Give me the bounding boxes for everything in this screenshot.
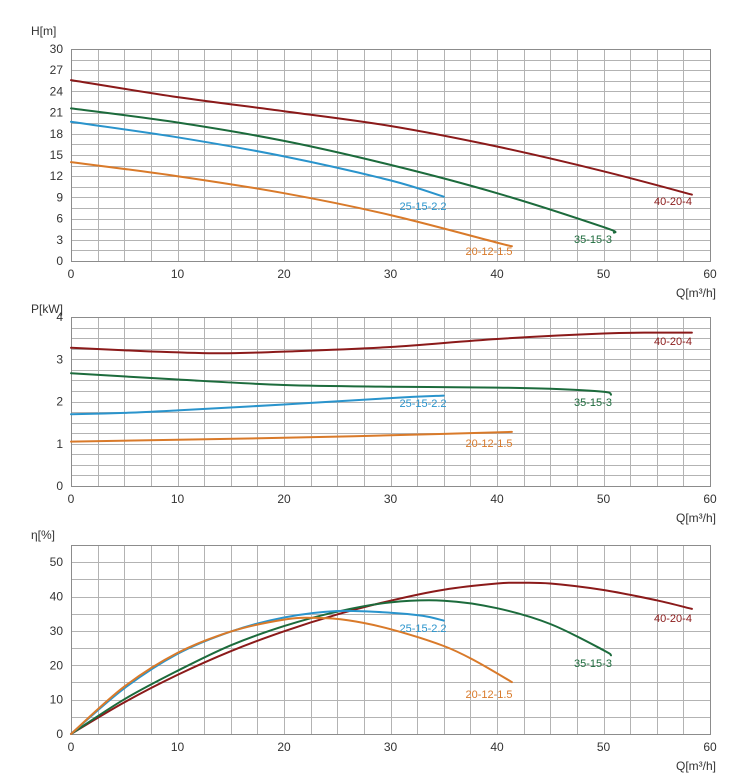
y-tick-label: 21	[50, 106, 64, 120]
y-axis-label: η[%]	[31, 528, 55, 542]
series-line-40-20-4	[70, 331, 693, 355]
y-tick-label: 20	[50, 658, 64, 672]
x-tick-label: 50	[597, 267, 611, 281]
x-tick-label: 40	[490, 492, 504, 506]
series-line-20-12-1.5	[70, 430, 513, 443]
series-line-20-12-1.5	[70, 616, 513, 735]
series-label-35-15-3: 35-15-3	[574, 397, 612, 409]
x-tick-label: 60	[703, 267, 717, 281]
x-tick-label: 30	[384, 492, 398, 506]
x-tick-label: 10	[171, 267, 185, 281]
series-label-20-12-1.5: 20-12-1.5	[465, 246, 512, 258]
x-tick-label: 10	[171, 492, 185, 506]
series-label-40-20-4: 40-20-4	[654, 613, 692, 625]
x-tick-label: 60	[703, 492, 717, 506]
x-axis-label: Q[m³/h]	[676, 286, 716, 300]
series-label-40-20-4: 40-20-4	[654, 336, 692, 348]
y-tick-label: 3	[56, 233, 63, 247]
series-label-25-15-2.2: 25-15-2.2	[399, 201, 446, 213]
x-tick-label: 50	[597, 740, 611, 754]
y-tick-label: 50	[50, 555, 64, 569]
x-tick-label: 50	[597, 492, 611, 506]
y-tick-label: 27	[50, 63, 64, 77]
series-line-25-15-2.2	[70, 120, 445, 198]
series-line-35-15-3	[70, 599, 612, 735]
x-axis-label: Q[m³/h]	[676, 511, 716, 525]
y-tick-label: 30	[50, 624, 64, 638]
y-tick-label: 9	[56, 190, 63, 204]
plot-frame	[71, 49, 711, 262]
y-tick-label: 4	[56, 310, 63, 324]
series-label-20-12-1.5: 20-12-1.5	[465, 689, 512, 701]
x-axis-label: Q[m³/h]	[676, 759, 716, 773]
x-tick-label: 30	[384, 267, 398, 281]
x-tick-label: 40	[490, 740, 504, 754]
series-label-20-12-1.5: 20-12-1.5	[465, 438, 512, 450]
y-axis-label: H[m]	[31, 24, 56, 38]
plot-frame	[71, 545, 711, 735]
y-tick-label: 6	[56, 212, 63, 226]
series-label-35-15-3: 35-15-3	[574, 234, 612, 246]
y-tick-label: 0	[56, 254, 63, 268]
series-label-25-15-2.2: 25-15-2.2	[399, 398, 446, 410]
y-tick-label: 15	[50, 148, 64, 162]
y-tick-label: 24	[50, 84, 64, 98]
y-tick-label: 1	[56, 437, 63, 451]
x-tick-label: 10	[171, 740, 185, 754]
x-tick-label: 0	[68, 740, 75, 754]
series-line-20-12-1.5	[70, 161, 513, 248]
y-tick-label: 2	[56, 395, 63, 409]
x-tick-label: 0	[68, 267, 75, 281]
plot-frame	[71, 317, 711, 487]
y-tick-label: 10	[50, 693, 64, 707]
series-line-35-15-3	[70, 107, 617, 234]
series-line-25-15-2.2	[70, 609, 445, 735]
x-tick-label: 60	[703, 740, 717, 754]
y-tick-label: 3	[56, 352, 63, 366]
chart-panel-1: 0 3 6 9 12 15 18 21 24 27 30 0 10 20 30 40 50 60 H[m] Q[m³/…	[31, 24, 717, 300]
x-tick-label: 30	[384, 740, 398, 754]
x-tick-label: 40	[490, 267, 504, 281]
series-line-40-20-4	[70, 79, 693, 196]
x-tick-label: 20	[277, 267, 291, 281]
chart-panel-3: 0 10 20 30 40 50 0 10 20 30 40 50 60 η[%] Q[m³/h] 40-20…	[31, 528, 717, 773]
x-tick-label: 20	[277, 492, 291, 506]
series-line-25-15-2.2	[70, 394, 445, 416]
series-line-40-20-4	[70, 581, 693, 735]
series-label-35-15-3: 35-15-3	[574, 658, 612, 670]
series-label-40-20-4: 40-20-4	[654, 196, 692, 208]
x-tick-label: 0	[68, 492, 75, 506]
series-line-35-15-3	[70, 372, 612, 396]
y-tick-label: 40	[50, 590, 64, 604]
y-tick-label: 0	[56, 479, 63, 493]
y-tick-label: 18	[50, 127, 64, 141]
series-label-25-15-2.2: 25-15-2.2	[399, 623, 446, 635]
y-axis-label: P[kW]	[31, 302, 63, 316]
x-tick-label: 20	[277, 740, 291, 754]
y-tick-label: 0	[56, 727, 63, 741]
y-tick-label: 12	[50, 169, 64, 183]
y-tick-label: 30	[50, 42, 64, 56]
